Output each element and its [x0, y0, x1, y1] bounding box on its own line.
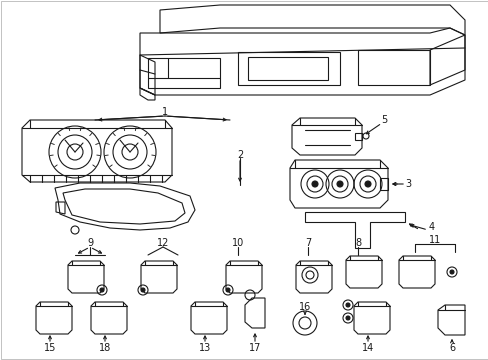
Text: 5: 5: [380, 115, 386, 125]
Circle shape: [449, 270, 453, 274]
Text: 12: 12: [157, 238, 169, 248]
Text: 6: 6: [448, 343, 454, 353]
Text: 14: 14: [361, 343, 373, 353]
Circle shape: [336, 181, 342, 187]
Text: 2: 2: [236, 150, 243, 160]
Text: 17: 17: [248, 343, 261, 353]
Text: 13: 13: [199, 343, 211, 353]
Circle shape: [100, 288, 104, 292]
Text: 11: 11: [428, 235, 440, 245]
Text: 15: 15: [44, 343, 56, 353]
Bar: [247, 57, 327, 80]
Text: 1: 1: [162, 107, 168, 117]
Text: 4: 4: [428, 222, 434, 232]
Circle shape: [225, 288, 229, 292]
Text: 10: 10: [231, 238, 244, 248]
Text: 9: 9: [87, 238, 93, 248]
Text: 18: 18: [99, 343, 111, 353]
Text: 16: 16: [298, 302, 310, 312]
Text: 3: 3: [404, 179, 410, 189]
Circle shape: [346, 316, 349, 320]
Circle shape: [311, 181, 317, 187]
Text: 7: 7: [304, 238, 310, 248]
Circle shape: [364, 181, 370, 187]
Text: 8: 8: [354, 238, 360, 248]
Circle shape: [141, 288, 145, 292]
Circle shape: [346, 303, 349, 307]
